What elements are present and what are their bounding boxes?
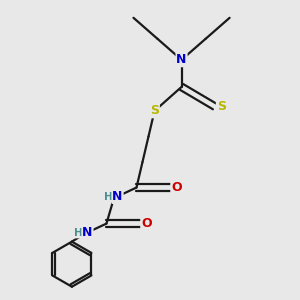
Text: S: S	[217, 100, 226, 113]
Text: N: N	[82, 226, 93, 239]
Text: N: N	[176, 53, 187, 66]
Text: S: S	[150, 104, 159, 117]
Text: O: O	[141, 217, 152, 230]
Text: H: H	[104, 192, 113, 202]
Text: O: O	[171, 181, 182, 194]
Text: H: H	[74, 228, 83, 238]
Text: N: N	[112, 190, 123, 203]
